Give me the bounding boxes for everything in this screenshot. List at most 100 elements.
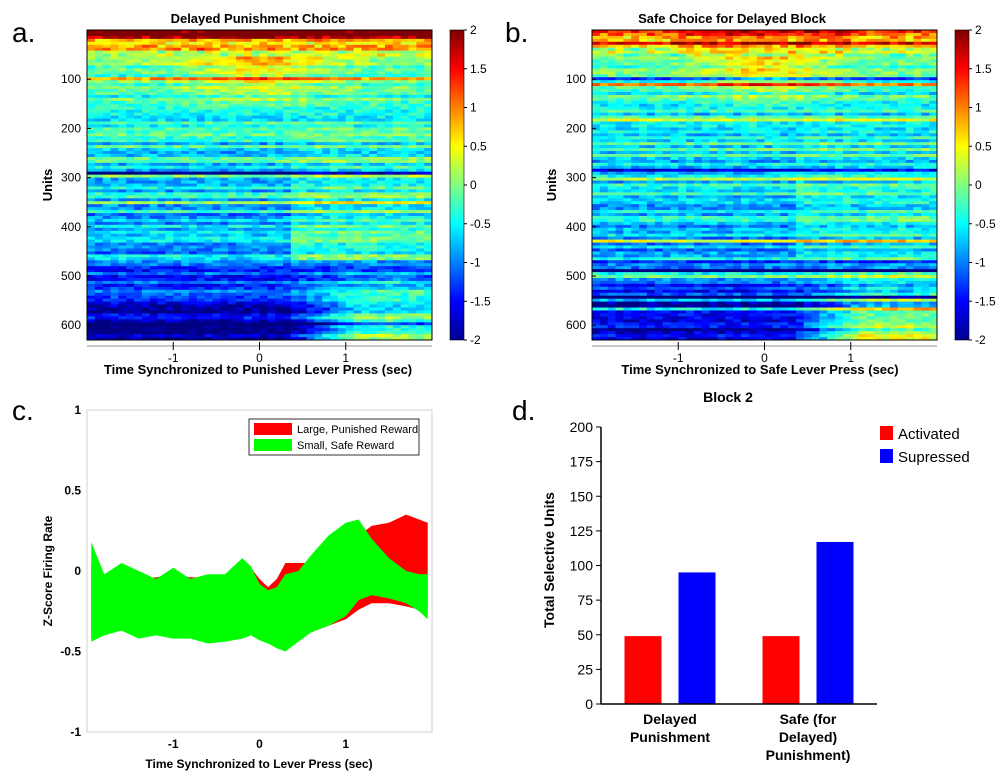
heatmap-cell bbox=[165, 213, 174, 217]
heatmap-cell bbox=[283, 245, 292, 250]
heatmap-cell bbox=[141, 289, 151, 294]
heatmap-cell bbox=[126, 224, 135, 229]
heatmap-cell bbox=[314, 236, 323, 241]
heatmap-cell bbox=[259, 186, 268, 191]
heatmap-cell bbox=[392, 186, 402, 191]
heatmap-cell bbox=[259, 53, 268, 58]
heatmap-cell bbox=[748, 41, 758, 46]
heatmap-cell bbox=[267, 224, 276, 229]
heatmap-cell bbox=[220, 245, 229, 250]
heatmap-cell bbox=[220, 32, 229, 37]
heatmap-cell bbox=[165, 278, 174, 282]
heatmap-cell bbox=[243, 44, 253, 49]
heatmap-cell bbox=[400, 201, 410, 205]
heatmap-cell bbox=[243, 32, 253, 37]
heatmap-cell bbox=[337, 139, 347, 143]
heatmap-cell bbox=[369, 59, 378, 64]
heatmap-cell bbox=[400, 50, 410, 55]
heatmap-cell bbox=[337, 242, 347, 247]
heatmap-cell bbox=[314, 263, 323, 267]
heatmap-cell bbox=[392, 68, 402, 72]
heatmap-cell bbox=[298, 236, 308, 241]
heatmap-cell bbox=[87, 218, 96, 223]
heatmap-cell bbox=[102, 139, 112, 143]
heatmap-cell bbox=[110, 307, 119, 312]
heatmap-cell bbox=[173, 213, 182, 217]
heatmap-cell bbox=[345, 145, 355, 149]
heatmap-cell bbox=[118, 210, 127, 214]
heatmap-cell bbox=[267, 260, 276, 264]
heatmap-cell bbox=[220, 80, 229, 84]
heatmap-cell bbox=[424, 109, 432, 114]
heatmap-cell bbox=[196, 201, 206, 205]
heatmap-cell bbox=[126, 289, 135, 294]
heatmap-cell bbox=[118, 337, 127, 340]
heatmap-cell bbox=[733, 35, 742, 40]
heatmap-cell bbox=[204, 168, 214, 173]
heatmap-cell bbox=[110, 142, 119, 146]
heatmap-cell bbox=[306, 286, 315, 291]
heatmap-cell bbox=[290, 97, 300, 102]
heatmap-cell bbox=[228, 224, 237, 229]
heatmap-cell bbox=[298, 304, 308, 309]
heatmap-cell bbox=[259, 174, 268, 179]
heatmap-cell bbox=[283, 210, 292, 214]
heatmap-cell bbox=[196, 280, 206, 285]
heatmap-cell bbox=[353, 313, 363, 317]
heatmap-cell bbox=[701, 35, 711, 40]
heatmap-cell bbox=[361, 283, 370, 288]
heatmap-cell bbox=[134, 319, 143, 323]
heatmap-cell bbox=[251, 207, 261, 211]
heatmap-cell bbox=[330, 159, 339, 164]
heatmap-cell bbox=[188, 65, 198, 69]
heatmap-cell bbox=[369, 94, 378, 99]
heatmap-cell bbox=[228, 154, 237, 158]
heatmap-cell bbox=[361, 322, 370, 326]
heatmap-cell bbox=[181, 180, 190, 185]
heatmap-cell bbox=[134, 233, 143, 238]
heatmap-cell bbox=[283, 310, 292, 315]
heatmap-cell bbox=[110, 304, 119, 309]
heatmap-cell bbox=[290, 328, 300, 332]
heatmap-cell bbox=[220, 263, 229, 267]
heatmap-cell bbox=[220, 301, 229, 306]
heatmap-cell bbox=[165, 183, 174, 188]
heatmap-cell bbox=[212, 251, 221, 255]
heatmap-cell bbox=[149, 257, 159, 261]
heatmap-cell bbox=[110, 233, 119, 238]
heatmap-cell bbox=[337, 286, 347, 291]
heatmap-cell bbox=[337, 192, 347, 196]
heatmap-cell bbox=[322, 115, 331, 120]
heatmap-cell bbox=[102, 316, 112, 320]
heatmap-cell bbox=[149, 30, 159, 34]
heatmap-cell bbox=[102, 280, 112, 285]
heatmap-cell bbox=[235, 334, 245, 338]
heatmap-cell bbox=[251, 74, 261, 78]
heatmap-cell bbox=[337, 316, 347, 320]
heatmap-cell bbox=[243, 263, 253, 267]
heatmap-cell bbox=[141, 283, 151, 288]
colorbar-a-bar bbox=[449, 29, 465, 341]
heatmap-cell bbox=[212, 145, 221, 149]
heatmap-cell bbox=[212, 100, 221, 105]
heatmap-cell bbox=[110, 183, 119, 188]
heatmap-cell bbox=[243, 283, 253, 288]
heatmap-cell bbox=[196, 94, 206, 99]
heatmap-cell bbox=[94, 74, 104, 78]
heatmap-cell bbox=[188, 80, 198, 84]
heatmap-cell bbox=[196, 263, 206, 267]
heatmap-cell bbox=[141, 94, 151, 99]
heatmap-cell bbox=[243, 224, 253, 229]
heatmap-cell bbox=[780, 30, 789, 34]
heatmap-cell bbox=[709, 47, 719, 52]
heatmap-cell bbox=[94, 210, 104, 214]
heatmap-cell bbox=[235, 50, 245, 55]
heatmap-cell bbox=[118, 109, 127, 114]
heatmap-cell bbox=[259, 151, 268, 155]
heatmap-cell bbox=[165, 38, 174, 43]
heatmap-cell bbox=[725, 41, 734, 46]
heatmap-cell bbox=[392, 100, 402, 105]
heatmap-cell bbox=[283, 180, 292, 185]
heatmap-cell bbox=[709, 32, 719, 37]
heatmap-cell bbox=[283, 275, 292, 279]
